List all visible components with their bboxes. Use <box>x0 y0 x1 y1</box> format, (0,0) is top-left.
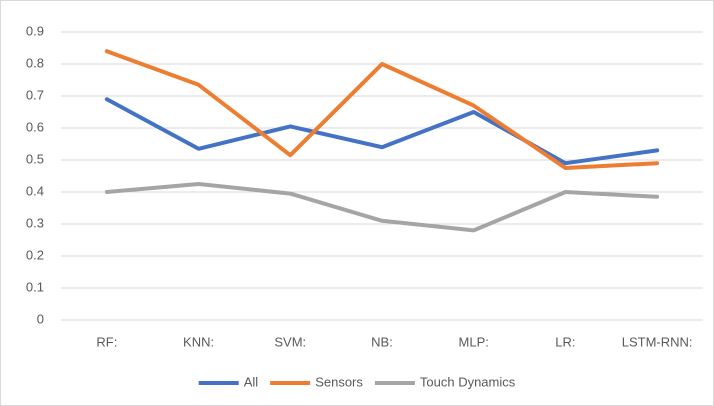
y-tick-label: 0.7 <box>26 87 44 102</box>
y-tick-label: 0 <box>37 311 44 326</box>
y-tick-label: 0.1 <box>26 279 44 294</box>
y-tick-label: 0.8 <box>26 55 44 70</box>
x-tick-label: SVM: <box>274 334 306 349</box>
y-tick-label: 0.6 <box>26 119 44 134</box>
x-tick-label: LSTM-RNN: <box>622 334 693 349</box>
legend-label: Touch Dynamics <box>420 374 516 389</box>
y-tick-label: 0.5 <box>26 151 44 166</box>
x-tick-label: NB: <box>371 334 393 349</box>
series-line <box>104 97 660 166</box>
x-tick-label: LR: <box>555 334 575 349</box>
x-tick-label: KNN: <box>183 334 214 349</box>
series-line <box>104 182 660 233</box>
series-line <box>104 49 660 170</box>
x-tick-label: RF: <box>96 334 117 349</box>
y-tick-label: 0.3 <box>26 215 44 230</box>
legend-label: Sensors <box>315 374 363 389</box>
x-tick-label: MLP: <box>459 334 489 349</box>
y-tick-label: 0.9 <box>26 23 44 38</box>
legend-label: All <box>244 374 259 389</box>
y-tick-label: 0.2 <box>26 247 44 262</box>
y-tick-label: 0.4 <box>26 183 44 198</box>
